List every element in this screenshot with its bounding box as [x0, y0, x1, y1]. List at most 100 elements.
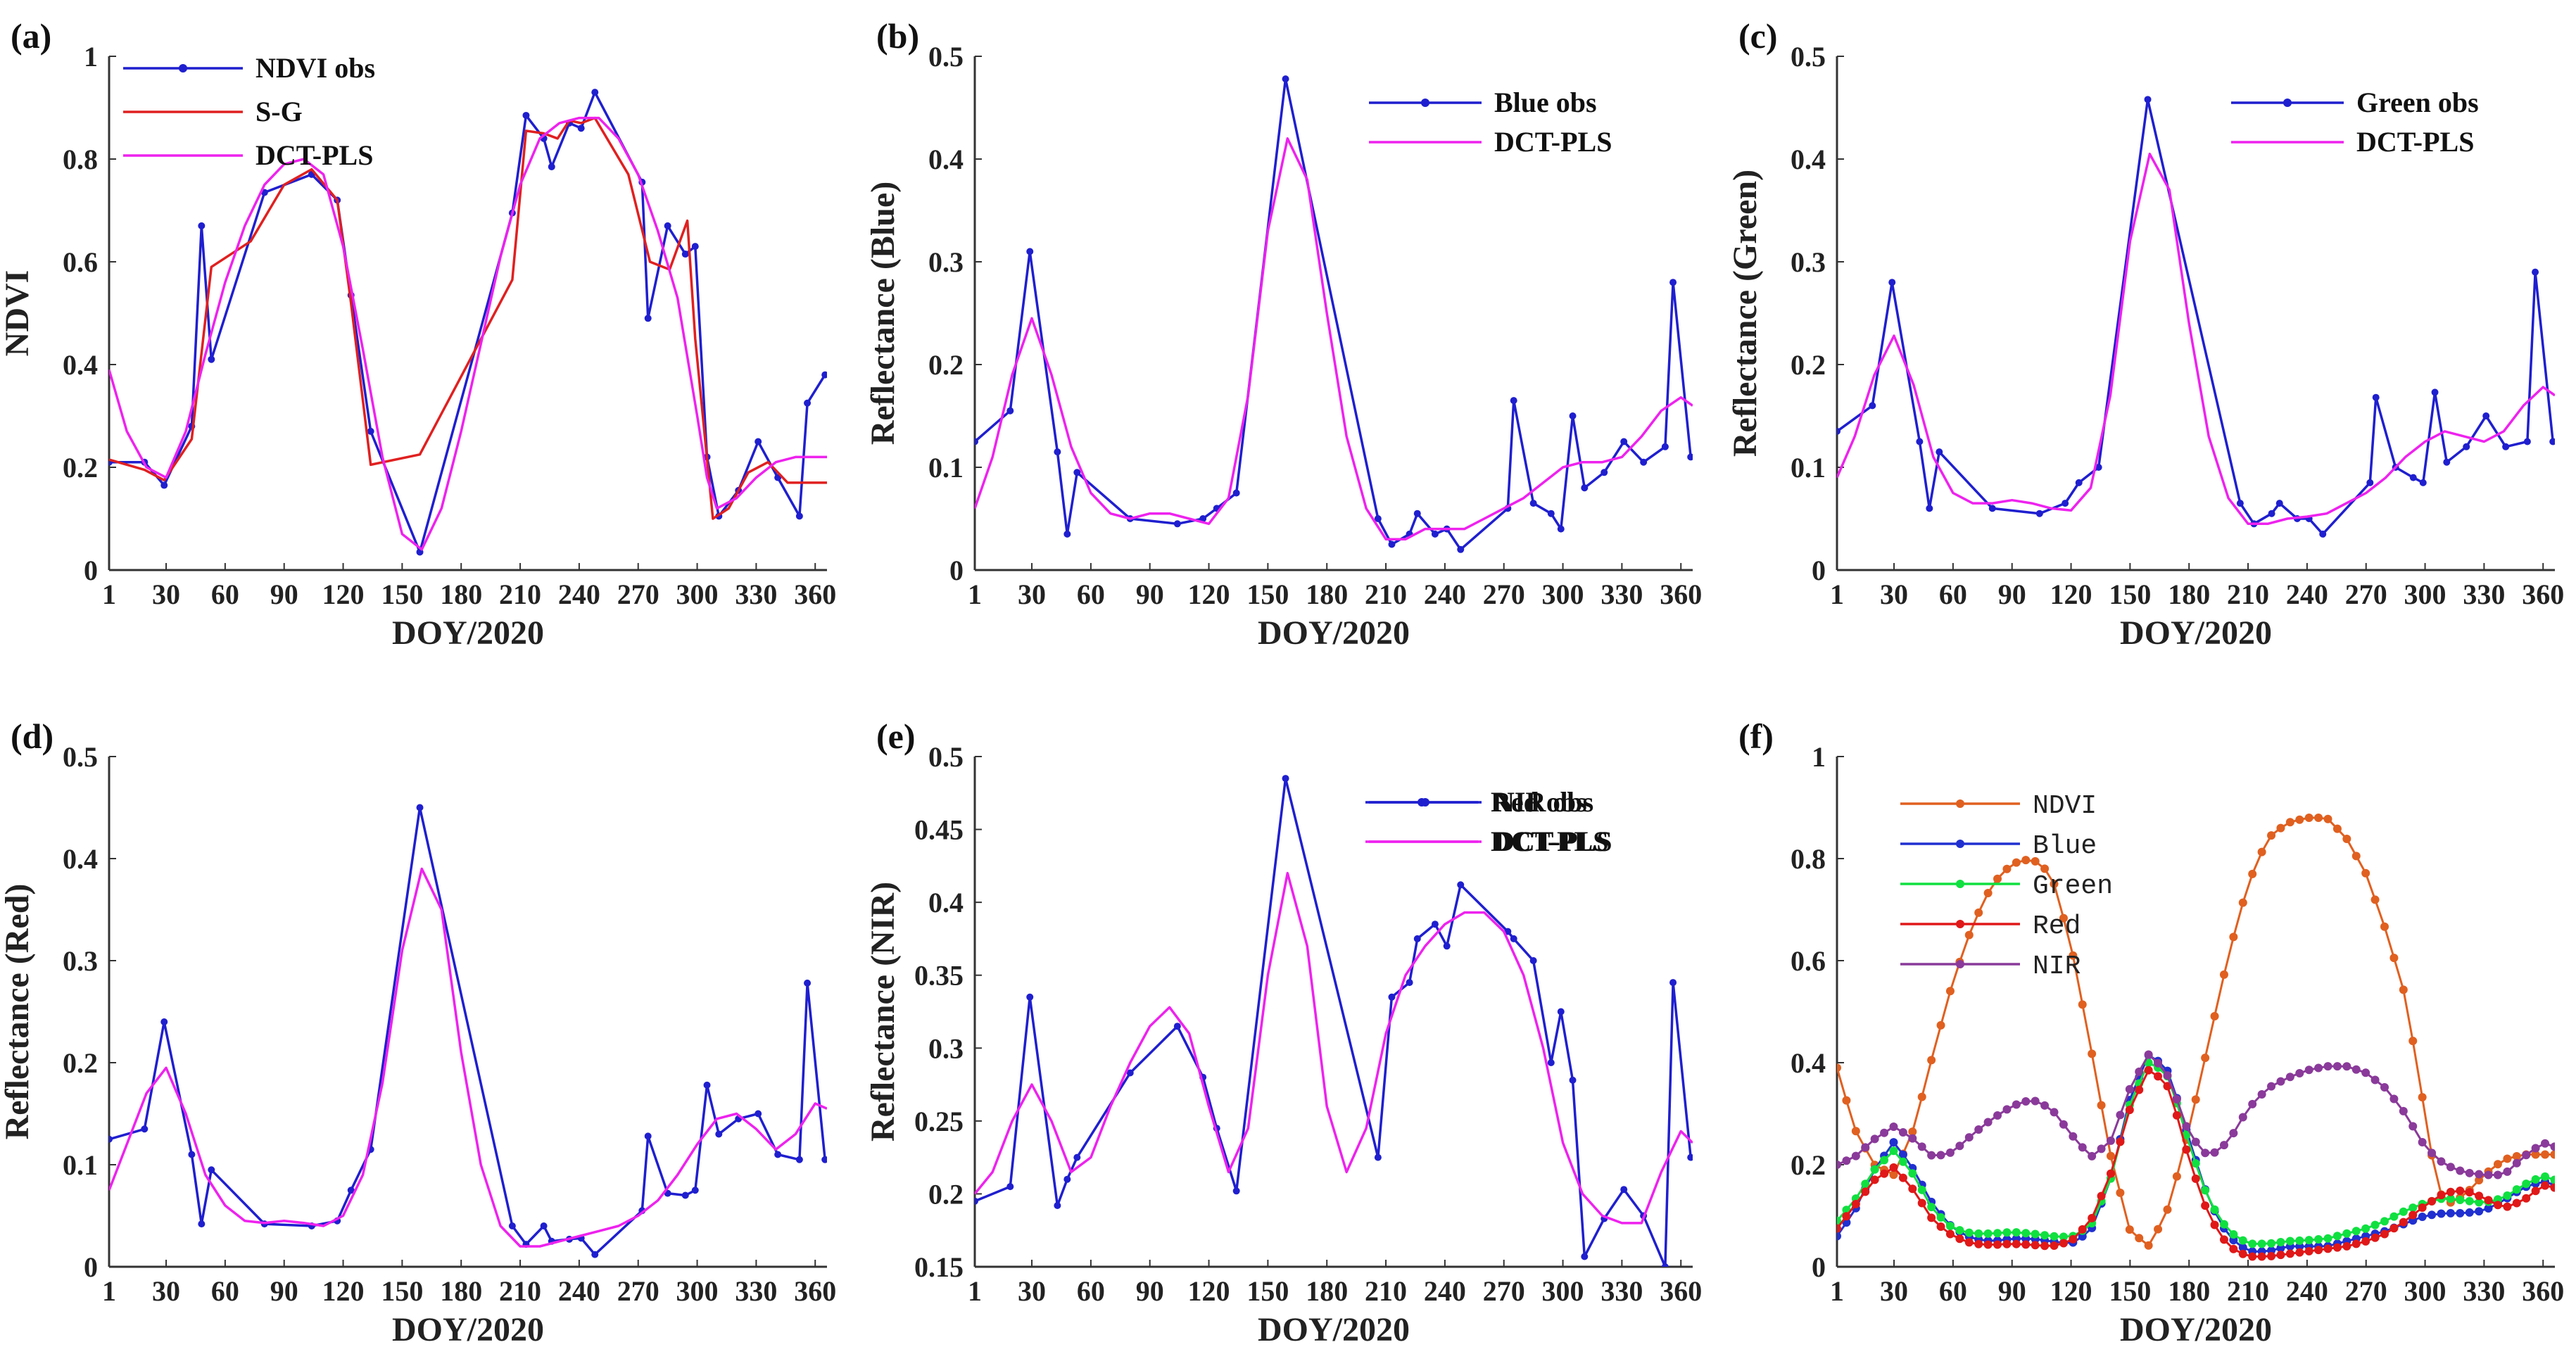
data-point	[1173, 1023, 1181, 1030]
data-point	[208, 1166, 215, 1174]
x-tick-label: 240	[558, 1275, 600, 1307]
x-tick-label: 1	[1830, 578, 1844, 610]
data-point	[2219, 1141, 2228, 1150]
data-point	[2267, 1239, 2276, 1248]
data-point	[2465, 1188, 2474, 1197]
legend: Green obs DCT-PLS	[2231, 87, 2479, 158]
legend-label: DCT-PLS	[1491, 826, 1608, 857]
data-point	[2172, 1095, 2181, 1104]
panel-label: (d)	[11, 716, 53, 756]
legend: NDVI obs S-G DCT-PLS	[123, 52, 375, 171]
data-point	[2229, 1244, 2238, 1253]
data-point	[2285, 818, 2294, 827]
data-point	[2493, 1201, 2502, 1210]
y-tick-label: 1	[84, 41, 98, 72]
x-tick-label: 330	[2463, 1275, 2505, 1307]
data-point	[2021, 1240, 2031, 1249]
data-point	[2059, 913, 2068, 923]
data-point	[2446, 1194, 2455, 1203]
data-point	[2323, 1062, 2332, 1071]
data-point	[2550, 1150, 2555, 1159]
series-line-dct-pls	[975, 137, 1693, 540]
data-point	[1964, 1238, 1974, 1247]
y-tick-label: 0.3	[928, 246, 964, 278]
legend-marker	[1956, 960, 1964, 968]
data-point	[2191, 1137, 2200, 1146]
data-point	[2125, 1225, 2134, 1234]
data-point	[1889, 1146, 1898, 1156]
data-point	[1431, 921, 1439, 928]
data-point	[1908, 1127, 1917, 1137]
data-point	[1661, 443, 1669, 450]
legend-marker	[2283, 99, 2292, 107]
data-point	[2541, 1150, 2550, 1159]
data-point	[774, 1151, 782, 1158]
data-point	[109, 1135, 113, 1143]
data-point	[2002, 864, 2012, 873]
data-point	[1063, 530, 1071, 538]
y-tick-label: 0.5	[1791, 41, 1826, 72]
data-point	[1073, 1153, 1081, 1161]
data-point	[2285, 1237, 2294, 1246]
data-point	[1889, 1138, 1898, 1147]
data-point	[2361, 868, 2370, 878]
data-point	[975, 438, 978, 445]
data-point	[2201, 1149, 2210, 1158]
data-point	[975, 1197, 978, 1205]
data-point	[2503, 1167, 2512, 1176]
data-point	[1927, 1056, 1936, 1065]
chart-panel-3: 1 30 60 90 120 150 180 210 240 270 300 330 360 0 0.1 0.…	[0, 716, 1608, 1348]
data-point	[2088, 1151, 2097, 1161]
data-point	[2191, 1095, 2200, 1104]
data-point	[2332, 1062, 2342, 1071]
series-line-s-g	[109, 116, 827, 520]
data-point	[2144, 96, 2152, 103]
x-tick-label: 90	[1136, 578, 1164, 610]
data-point	[2463, 443, 2470, 450]
x-tick-label: 180	[1306, 1275, 1348, 1307]
data-point	[141, 1125, 149, 1133]
data-point	[2078, 1000, 2087, 1009]
data-point	[1457, 545, 1465, 553]
x-tick-label: 300	[1542, 578, 1584, 610]
x-tick-label: 150	[1246, 578, 1289, 610]
legend-label: NDVI obs	[255, 52, 375, 84]
data-point	[795, 1156, 803, 1163]
data-point	[1927, 1151, 1936, 1160]
data-point	[2285, 1073, 2294, 1082]
data-point	[2475, 1170, 2484, 1179]
series-line-red-obs	[109, 806, 826, 1256]
data-point	[2172, 1172, 2181, 1181]
data-point	[2012, 1100, 2021, 1109]
data-point	[2342, 835, 2351, 844]
data-point	[821, 1156, 827, 1163]
y-tick-label: 0.2	[1791, 1149, 1826, 1181]
data-point	[1669, 979, 1677, 987]
chart-panel-5: 1 30 60 90 120 150 180 210 240 270 300 330 360 0 0.2 0.…	[1738, 716, 2564, 1348]
y-axis-title: Reflectance (Green)	[1726, 170, 1764, 457]
y-axis-title: Reflectance (Blue)	[864, 182, 902, 445]
x-tick-label: 330	[1600, 578, 1643, 610]
chart-panel-1: 1 30 60 90 120 150 180 210 240 270 300 330 360 0 0.1 0.…	[864, 16, 1702, 652]
x-tick-label: 210	[1365, 578, 1407, 610]
data-point	[2531, 1187, 2540, 1196]
legend-label: Green obs	[2356, 87, 2479, 118]
data-point	[1406, 979, 1413, 987]
x-tick-label: 270	[1483, 1275, 1525, 1307]
x-tick-label: 270	[617, 578, 659, 610]
series-group	[975, 75, 1693, 553]
data-point	[1926, 505, 1933, 512]
data-point	[2182, 1122, 2191, 1131]
data-point	[2418, 1213, 2427, 1222]
y-tick-label: 0.5	[928, 41, 964, 72]
y-tick-label: 0.4	[63, 843, 98, 875]
x-tick-label: 330	[735, 578, 777, 610]
x-tick-label: 120	[1188, 1275, 1230, 1307]
x-tick-label: 30	[1880, 1275, 1908, 1307]
data-point	[2541, 1181, 2550, 1190]
data-point	[1581, 484, 1589, 492]
data-point	[1581, 1253, 1589, 1260]
data-point	[208, 355, 215, 363]
legend-label: Blue	[2033, 831, 2097, 861]
legend-label: Red obs	[1491, 786, 1587, 818]
